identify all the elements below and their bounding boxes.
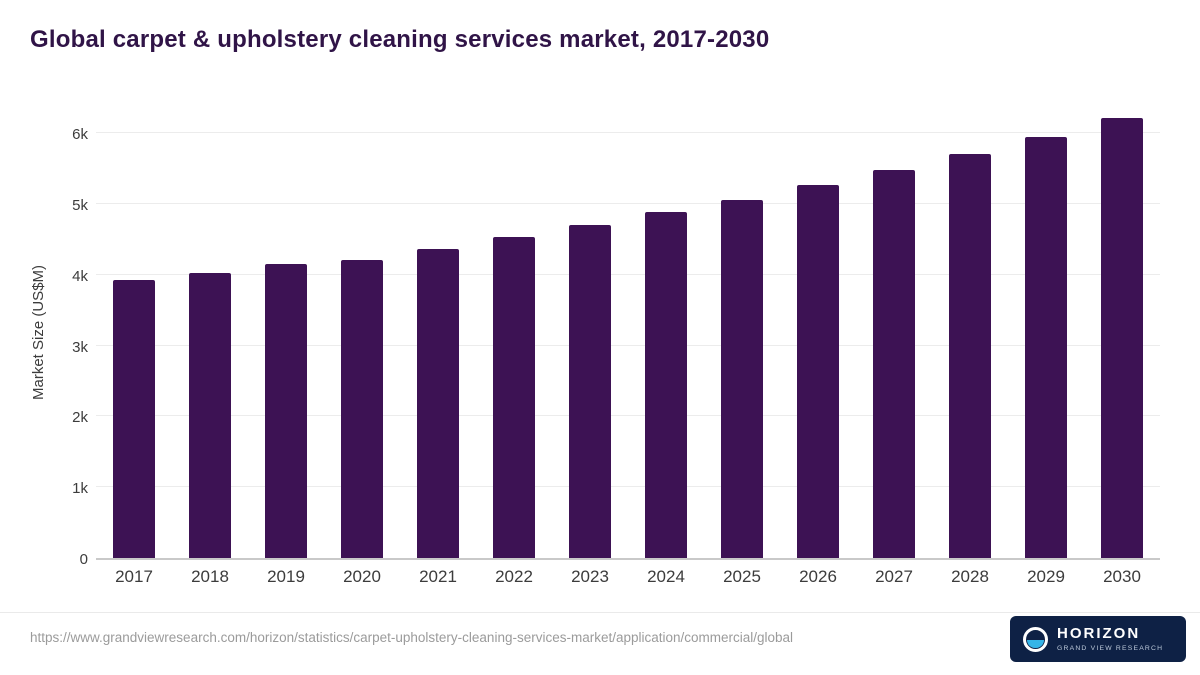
chart-title: Global carpet & upholstery cleaning serv… (30, 26, 770, 53)
plot-area (96, 105, 1160, 560)
x-tick-label-2017: 2017 (115, 567, 153, 586)
bar-2019[interactable] (264, 264, 308, 558)
brand-name: HORIZON (1057, 625, 1141, 643)
bar-2018[interactable] (188, 272, 232, 558)
gridline (96, 415, 1160, 417)
bar-slot (856, 105, 932, 558)
bar-slot (248, 105, 324, 558)
gridline (96, 273, 1160, 275)
bar-slot (1008, 105, 1084, 558)
x-tick-label-2020: 2020 (343, 567, 381, 586)
x-tick-label-2029: 2029 (1027, 567, 1065, 586)
horizon-logo-icon (1023, 626, 1048, 652)
gridline (96, 486, 1160, 488)
y-tick-label: 4k (72, 267, 88, 285)
bar-2026[interactable] (796, 185, 840, 558)
brand-text: HORIZON GRAND VIEW RESEARCH (1057, 625, 1163, 652)
bar-slot (552, 105, 628, 558)
bar-2027[interactable] (872, 169, 916, 558)
gridline (96, 132, 1160, 134)
bar-2029[interactable] (1024, 136, 1068, 558)
bar-slot (476, 105, 552, 558)
x-tick-label-2025: 2025 (723, 567, 761, 586)
bar-slot (1084, 105, 1160, 558)
brand-badge: HORIZON GRAND VIEW RESEARCH (1010, 616, 1186, 662)
gridline (96, 344, 1160, 346)
source-url: https://www.grandviewresearch.com/horizo… (30, 630, 794, 645)
x-tick-label-2021: 2021 (419, 567, 457, 586)
y-tick-label: 1k (72, 480, 88, 498)
bar-slot (704, 105, 780, 558)
y-tick-label: 2k (72, 409, 88, 427)
bar-slot (324, 105, 400, 558)
bar-2024[interactable] (644, 212, 688, 558)
y-tick-label: 0 (79, 551, 88, 568)
x-tick-label-2018: 2018 (191, 567, 229, 586)
y-tick-label: 6k (72, 126, 88, 144)
bar-2023[interactable] (568, 225, 612, 558)
bar-slot (172, 105, 248, 558)
bar-2028[interactable] (948, 153, 992, 558)
x-tick-label-2024: 2024 (647, 567, 685, 586)
footer-divider (0, 612, 1200, 613)
bar-2020[interactable] (340, 259, 384, 558)
x-tick-label-2030: 2030 (1103, 567, 1141, 586)
x-tick-label-2028: 2028 (951, 567, 989, 586)
y-tick-label: 3k (72, 338, 88, 356)
bar-slot (628, 105, 704, 558)
bar-2017[interactable] (112, 279, 156, 558)
bar-series (96, 105, 1160, 558)
bar-2021[interactable] (416, 248, 460, 558)
x-tick-label-2022: 2022 (495, 567, 533, 586)
bar-slot (96, 105, 172, 558)
bar-2022[interactable] (492, 237, 536, 558)
y-tick-label: 5k (72, 196, 88, 214)
x-tick-label-2023: 2023 (571, 567, 609, 586)
bar-slot (400, 105, 476, 558)
x-tick-label-2019: 2019 (267, 567, 305, 586)
x-axis-tick-labels: 2017 2018 2019 2020 2021 2022 2023 2024 2025 2026… (96, 567, 1160, 587)
bar-slot (932, 105, 1008, 558)
brand-subtitle: GRAND VIEW RESEARCH (1057, 644, 1164, 652)
x-tick-label-2026: 2026 (799, 567, 837, 586)
y-axis-tick-labels: 0 1k 2k 3k 4k 5k 6k (46, 105, 88, 568)
x-tick-label-2027: 2027 (875, 567, 913, 586)
bar-2025[interactable] (720, 199, 764, 558)
y-axis-title: Market Size (US$M) (30, 264, 47, 401)
bar-slot (780, 105, 856, 558)
bar-2030[interactable] (1100, 118, 1144, 558)
gridline (96, 202, 1160, 204)
